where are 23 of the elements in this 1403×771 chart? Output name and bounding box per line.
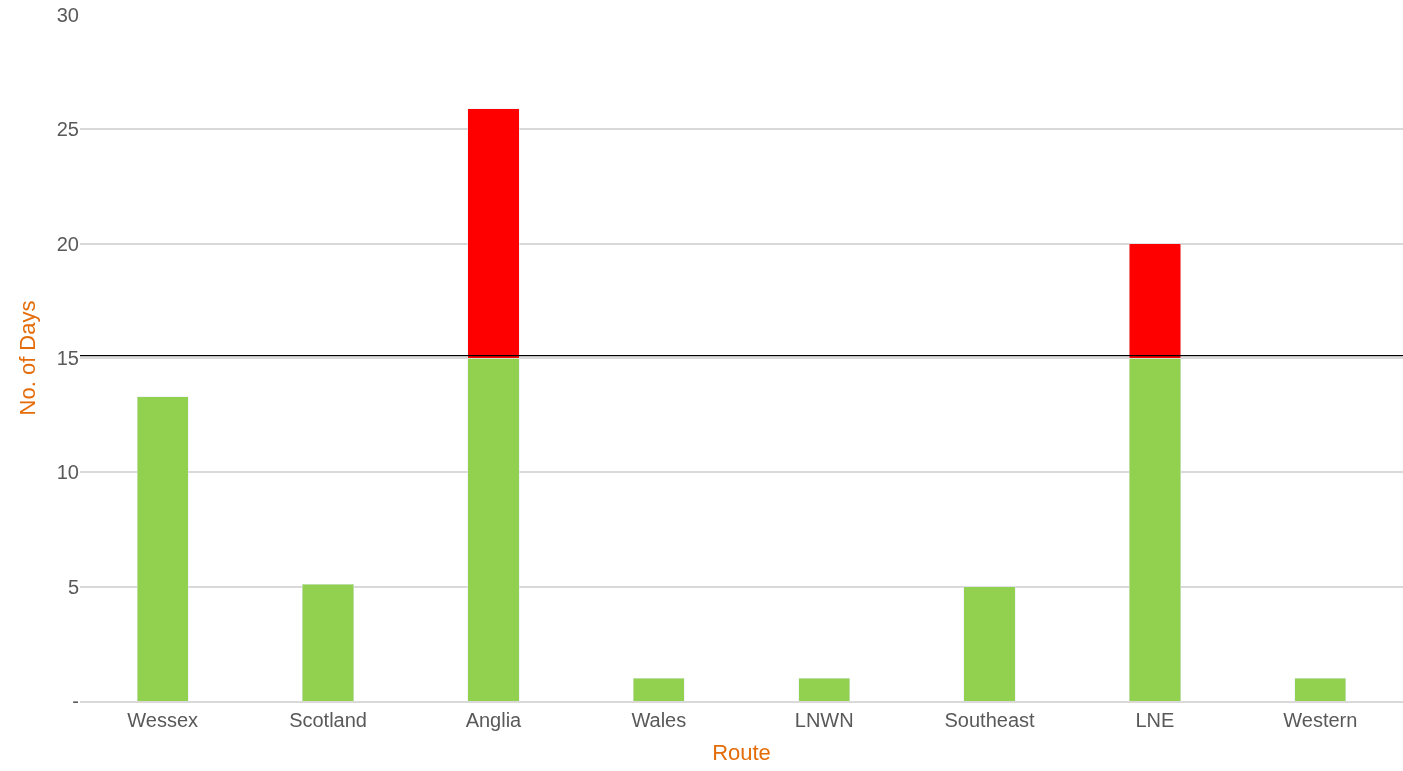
y-tick-label: 5 <box>67 575 79 598</box>
x-tick-label: LNE <box>1135 708 1175 731</box>
x-tick-label: LNWN <box>794 708 854 731</box>
y-tick-label: 30 <box>56 4 79 26</box>
bar <box>963 586 1016 701</box>
bar <box>798 677 851 701</box>
y-tick-label: 20 <box>56 232 79 255</box>
y-tick-label: 10 <box>56 461 79 484</box>
y-tick-label: 25 <box>56 118 79 141</box>
y-tick-label: - <box>72 690 79 712</box>
y-axis-title: No. of Days <box>14 300 40 416</box>
x-tick-label: Anglia <box>465 708 523 731</box>
bar <box>302 584 354 701</box>
bar <box>632 677 685 701</box>
x-tick-label: Southeast <box>944 708 1036 731</box>
x-tick-label: Wales <box>631 708 687 731</box>
y-tick-label: 15 <box>56 347 79 369</box>
bar <box>1294 677 1347 701</box>
x-tick-label: Western <box>1283 708 1358 731</box>
x-tick-label: Scotland <box>289 708 367 731</box>
x-tick-label: Wessex <box>127 708 199 731</box>
x-axis-title: Route <box>712 740 771 766</box>
bar <box>136 396 189 701</box>
